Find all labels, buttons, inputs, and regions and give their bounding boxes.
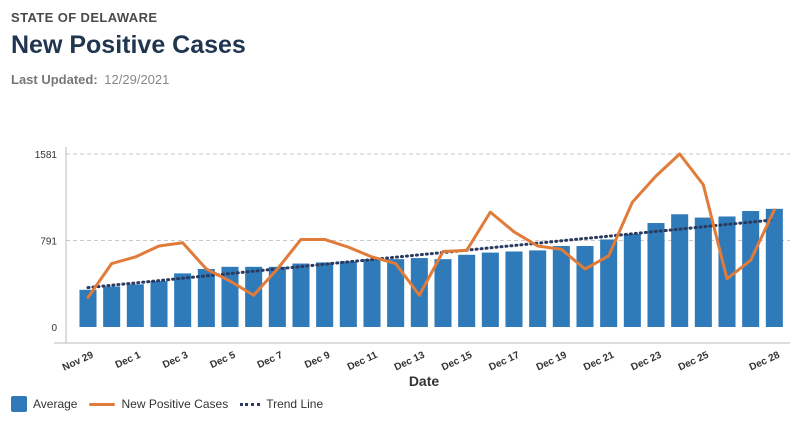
bar [245, 266, 263, 327]
x-tick-label: Dec 3 [161, 350, 190, 371]
bar [742, 211, 760, 327]
bar [126, 284, 144, 327]
legend-label-trend: Trend Line [266, 397, 324, 411]
trend-line [86, 218, 776, 290]
legend-item-average[interactable]: Average [11, 396, 77, 412]
x-tick-label: Dec 17 [487, 350, 521, 374]
bar [529, 250, 547, 327]
x-tick-label: Dec 1 [114, 350, 143, 371]
legend-label-average: Average [33, 397, 78, 411]
page-title: New Positive Cases [11, 31, 246, 59]
x-tick-label: Dec 21 [582, 350, 616, 374]
x-tick-label: Dec 23 [629, 350, 663, 374]
state-label: STATE OF DELAWARE [11, 10, 158, 25]
bar [623, 233, 641, 327]
y-tick-label: 0 [51, 323, 57, 334]
bar [765, 208, 783, 327]
x-tick-label: Dec 15 [440, 350, 474, 374]
bar [718, 216, 736, 327]
last-updated-label: Last Updated: [11, 72, 98, 87]
bar [434, 259, 452, 327]
bar [174, 273, 192, 327]
bar [481, 252, 499, 327]
bar [552, 246, 570, 327]
x-tick-label: Dec 9 [303, 350, 332, 371]
bar [79, 289, 97, 327]
bar [505, 251, 523, 327]
bar [103, 286, 121, 327]
header: STATE OF DELAWARE New Positive Cases Las… [11, 10, 246, 87]
bar [221, 266, 239, 327]
legend-swatch-trend [240, 402, 261, 406]
bar [647, 223, 665, 327]
bar [316, 262, 334, 327]
legend-item-trend[interactable]: Trend Line [240, 397, 323, 411]
bar [268, 266, 286, 327]
bar [671, 214, 689, 327]
x-tick-label: Dec 7 [256, 350, 285, 371]
legend-label-new-cases: New Positive Cases [121, 397, 229, 411]
bar [363, 259, 381, 327]
last-updated-value: 12/29/2021 [104, 72, 170, 87]
x-tick-label: Dec 13 [393, 350, 427, 374]
y-tick-label: 791 [40, 236, 57, 247]
bar [150, 281, 168, 327]
bar [576, 246, 594, 327]
legend-swatch-new-cases [89, 402, 116, 406]
bar [387, 259, 405, 327]
x-tick-label: Dec 19 [535, 350, 569, 374]
bar [339, 261, 357, 327]
bar [600, 239, 618, 327]
x-tick-label: Nov 29 [61, 350, 96, 374]
legend-item-new-cases[interactable]: New Positive Cases [89, 397, 228, 411]
new-cases-line [86, 152, 776, 299]
chart-legend: Average New Positive Cases Trend Line [11, 396, 335, 412]
bar [292, 263, 310, 327]
x-tick-label: Dec 25 [677, 350, 711, 374]
bar [458, 254, 476, 327]
bar [694, 217, 712, 327]
last-updated: Last Updated: 12/29/2021 [11, 72, 246, 87]
x-tick-label: Dec 11 [346, 350, 380, 374]
x-tick-label: Dec 28 [748, 350, 782, 374]
bar [197, 269, 215, 327]
legend-swatch-average [11, 396, 27, 412]
x-axis-title: Date [409, 373, 440, 389]
y-tick-label: 1581 [35, 150, 58, 161]
x-tick-label: Dec 5 [208, 350, 237, 371]
